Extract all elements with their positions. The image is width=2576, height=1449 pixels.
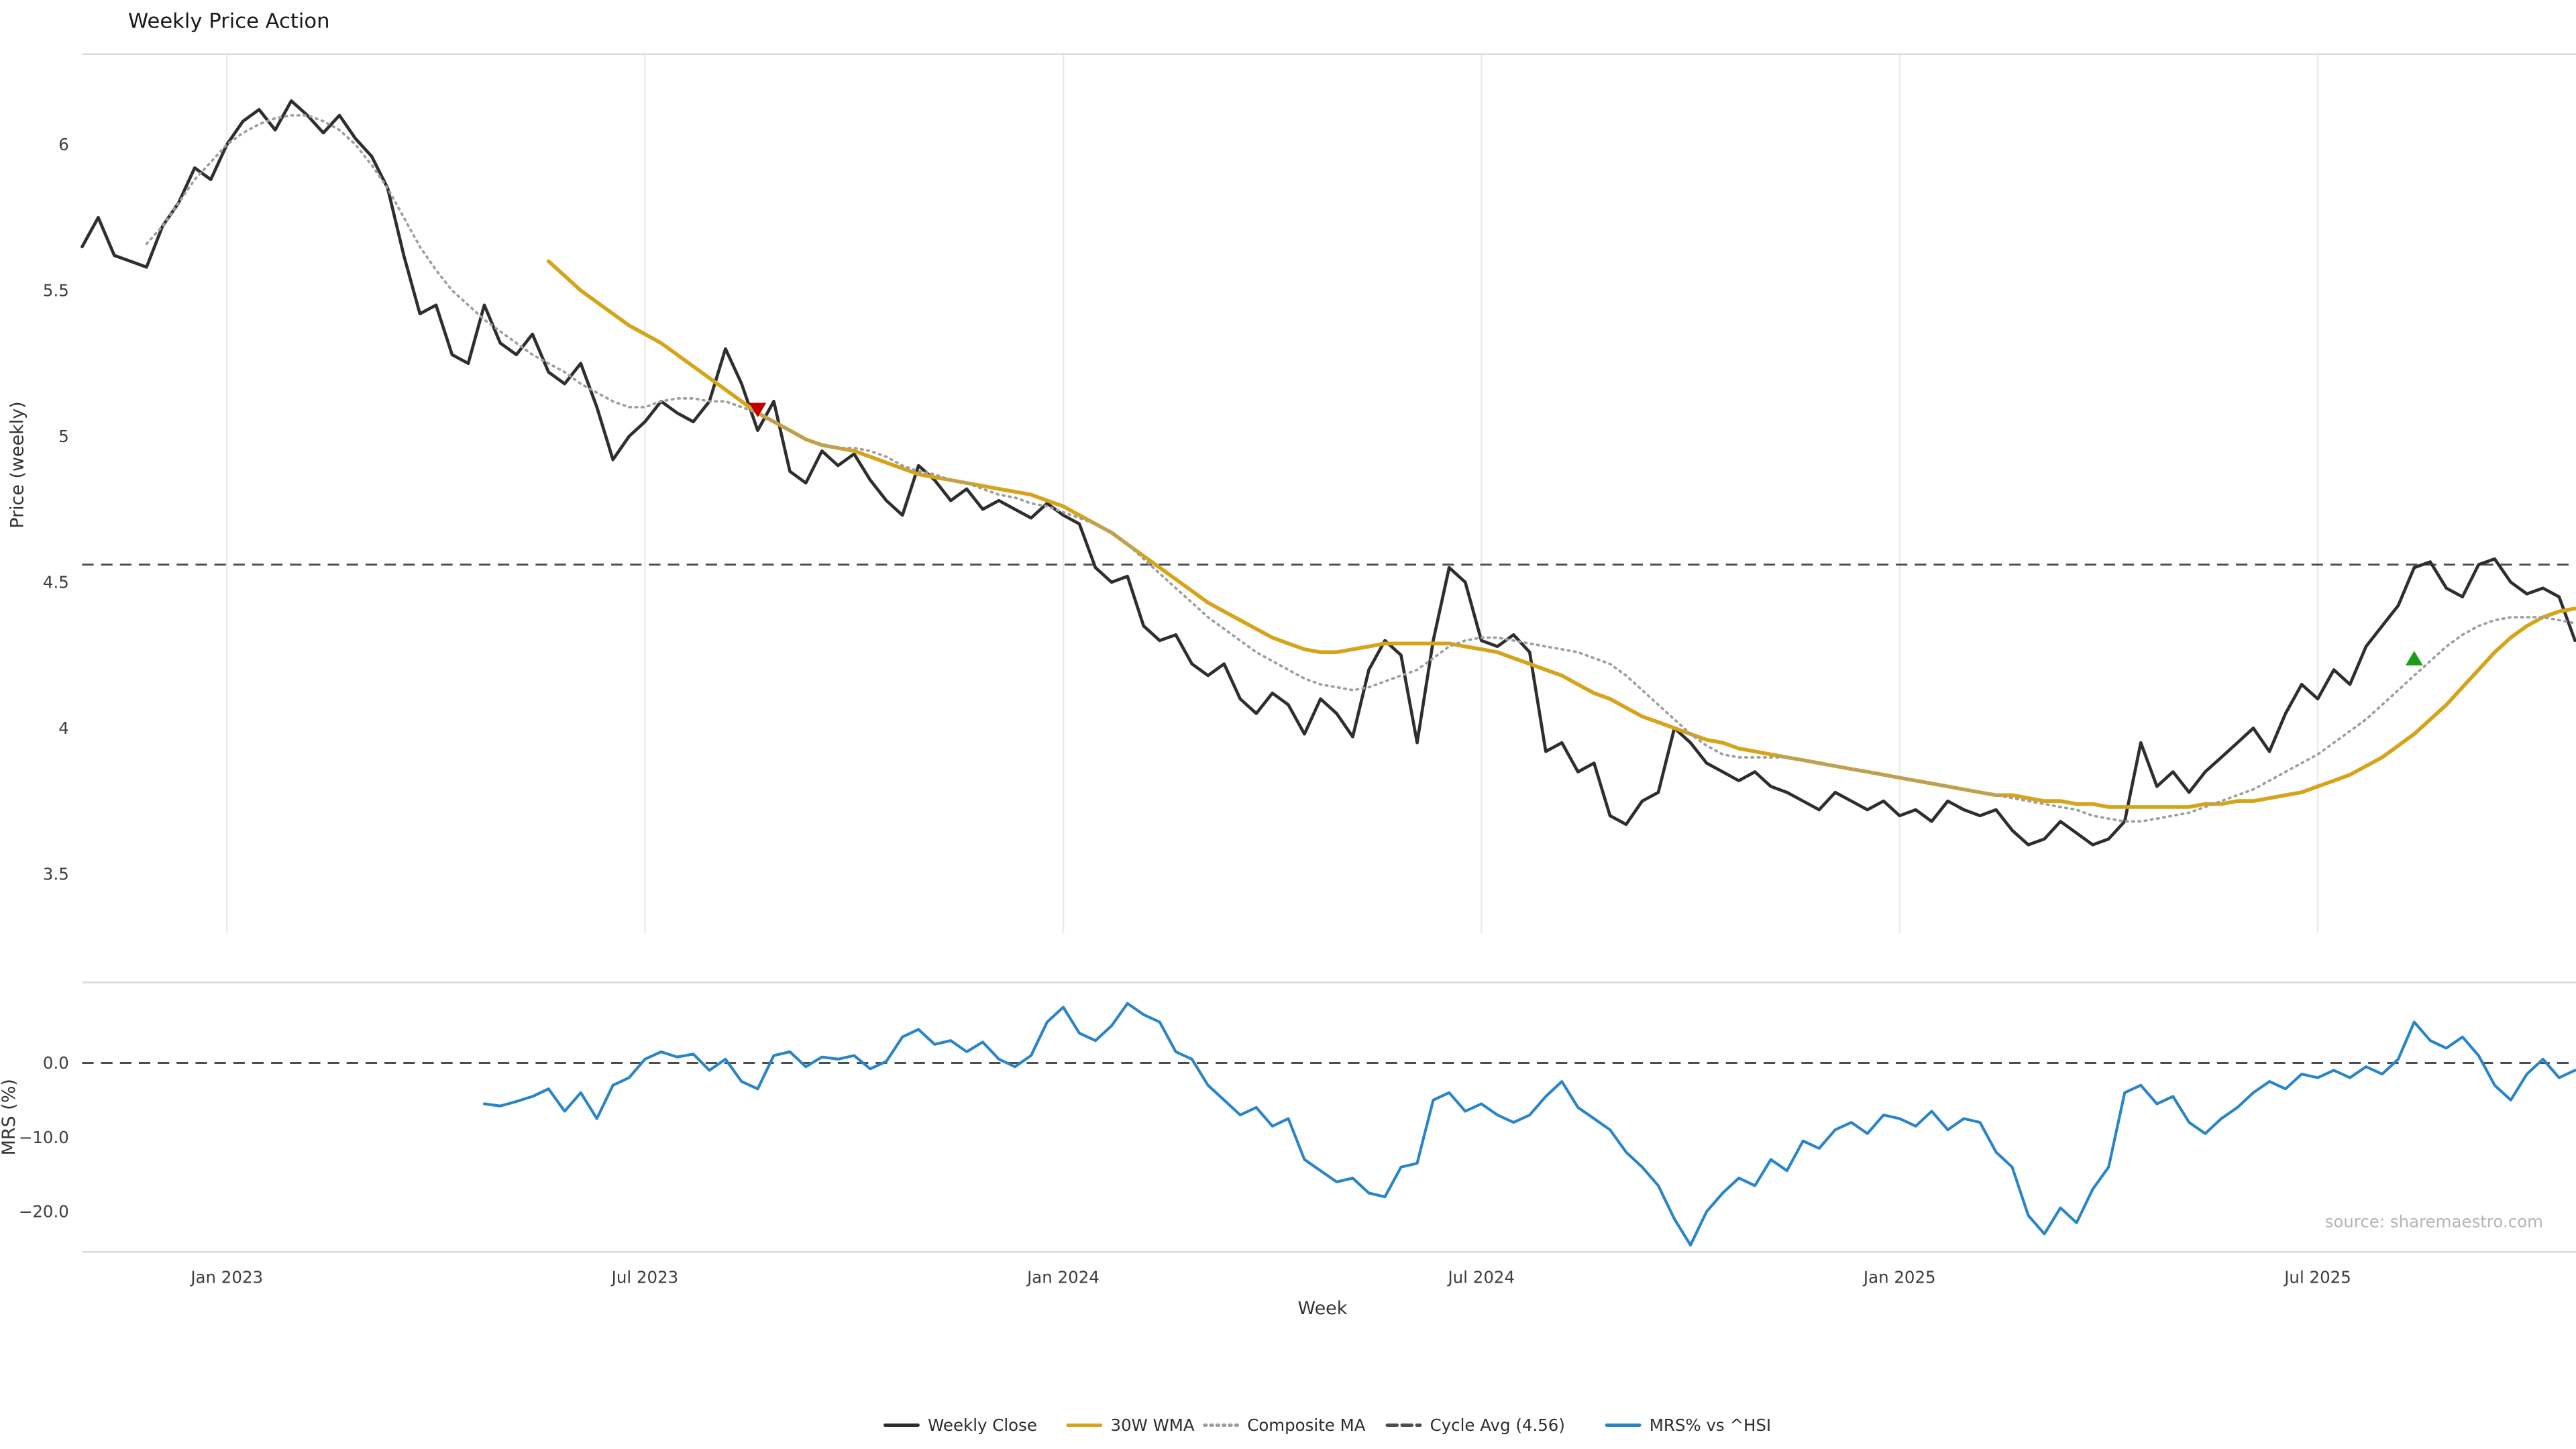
x-tick-jan-2025: Jan 2025: [1862, 1268, 1936, 1287]
price-ytick-3.5: 3.5: [43, 864, 69, 883]
mrs-ytick: −10.0: [19, 1128, 69, 1147]
composite-ma-line: [145, 114, 2576, 823]
price-ytick-6: 6: [58, 135, 69, 154]
buy-signal-marker: [2406, 651, 2423, 665]
mrs-axis-label: MRS (%): [0, 1079, 19, 1155]
legend-label-30w-wma: 30W WMA: [1111, 1415, 1195, 1435]
source-credit: source: sharemaestro.com: [2325, 1212, 2543, 1231]
legend-label-composite-ma: Composite MA: [1247, 1415, 1365, 1435]
series-layer: [80, 99, 2576, 1247]
x-tick-jan-2024: Jan 2024: [1026, 1268, 1099, 1287]
price-ytick-5.5: 5.5: [43, 281, 69, 301]
legend-label-weekly-close: Weekly Close: [928, 1415, 1037, 1435]
mrs-ytick: 0.0: [43, 1053, 69, 1073]
price-ytick-4.5: 4.5: [43, 572, 69, 592]
price-axis-label: Price (weekly): [7, 401, 28, 528]
30w-wma-line: [546, 259, 2576, 809]
chart-title: Weekly Price Action: [128, 10, 329, 34]
price-ytick-4: 4: [58, 718, 69, 738]
gridlines-layer: [82, 53, 2576, 1253]
axis-ticks-layer: 6 5.5 5 4.5 4 3.5 0.0 −10.0 −20.0 Jan 2023 Jul 202…: [19, 135, 2351, 1287]
sell-signal-marker: [749, 402, 767, 418]
x-axis-label: Week: [1298, 1298, 1348, 1319]
x-tick-jul-2024: Jul 2024: [1446, 1268, 1515, 1287]
mrs-vs-hsi-line: [482, 1002, 2576, 1247]
x-tick-jan-2023: Jan 2023: [189, 1268, 263, 1287]
mrs-ytick: −20.0: [19, 1202, 69, 1222]
legend-label-mrs-vs-hsi: MRS% vs ^HSI: [1650, 1415, 1771, 1435]
x-tick-jul-2023: Jul 2023: [610, 1268, 679, 1287]
x-tick-jul-2025: Jul 2025: [2283, 1268, 2351, 1287]
legend-label-cycle-avg-4-56: Cycle Avg (4.56): [1430, 1415, 1565, 1435]
weekly-close-line: [80, 99, 2576, 847]
price-ytick-5: 5: [58, 427, 69, 446]
legend: Weekly Close 30W WMA Composite MA Cycle Avg…: [883, 1415, 1771, 1435]
